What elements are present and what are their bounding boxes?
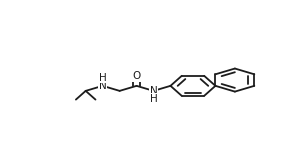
Text: N: N <box>99 81 107 91</box>
Text: H: H <box>150 94 158 104</box>
Text: H: H <box>99 73 107 83</box>
Text: O: O <box>132 71 141 81</box>
Text: N: N <box>150 86 158 96</box>
